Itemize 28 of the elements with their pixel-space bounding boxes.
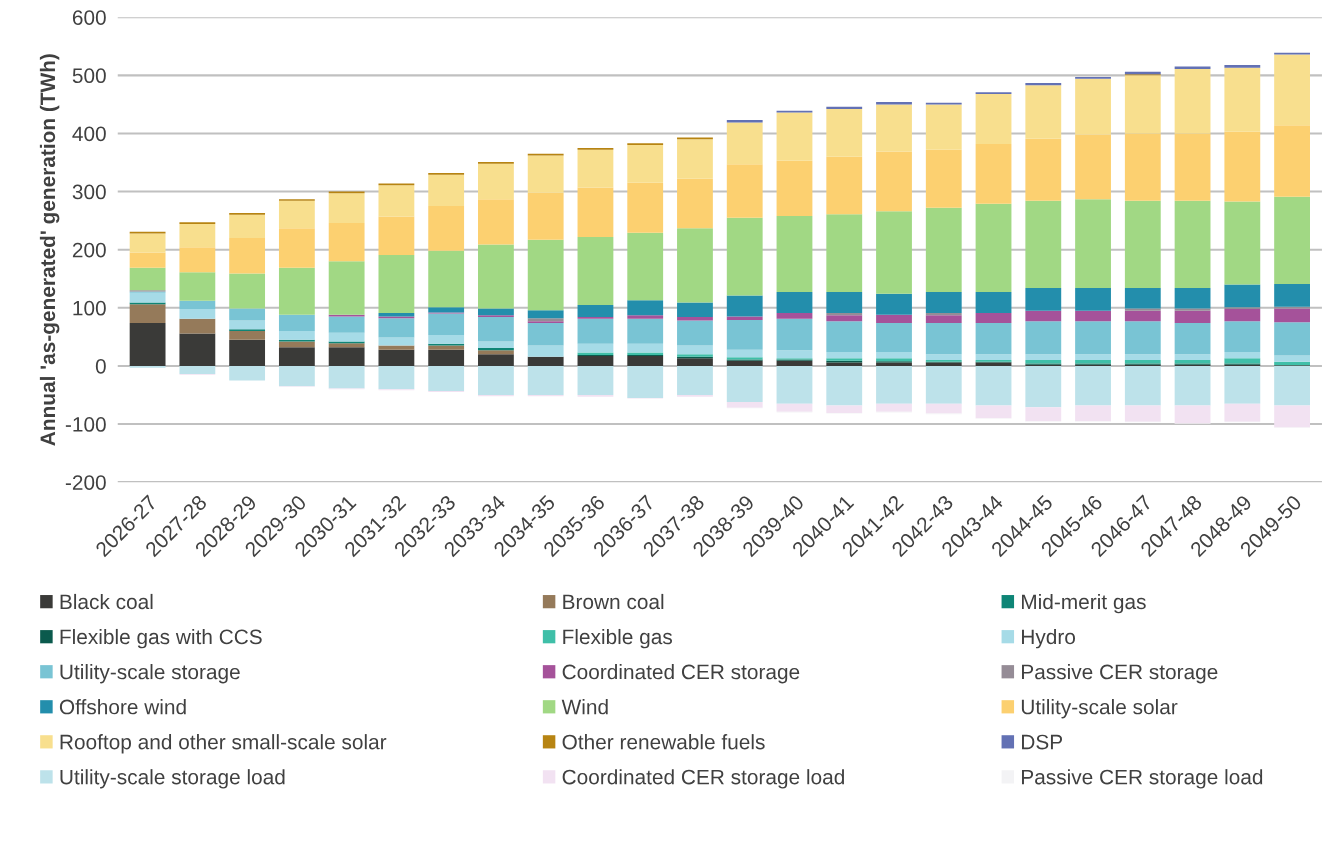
y-tick-label: 0: [95, 358, 106, 374]
y-tick-label: 300: [72, 184, 106, 200]
legend-label: Flexible gas: [563, 628, 673, 649]
legend-label: Hydro: [1022, 628, 1076, 649]
y-axis-title: Annual 'as-generated' generation (TWh): [39, 54, 60, 446]
legend-label: Brown coal: [563, 593, 664, 610]
legend-label: Mid-merit gas: [1022, 593, 1146, 614]
legend-label: Black coal: [60, 593, 153, 610]
legend-label: Wind: [561, 699, 608, 715]
legend-label: Coordinated CER storage: [562, 663, 800, 684]
legend-label: Rooftop and other small-scale solar: [60, 734, 387, 754]
legend-label: Flexible gas with CCS: [60, 628, 262, 649]
legend-label: Passive CER storage load: [1022, 769, 1263, 789]
legend-label: Other renewable fuels: [562, 734, 765, 750]
legend-label: Utility-scale solar: [1021, 699, 1178, 719]
legend-label: Utility-scale storage load: [60, 769, 285, 789]
y-tick-label: 100: [73, 300, 106, 316]
legend-label: Coordinated CER storage load: [562, 769, 844, 789]
y-tick-label: 600: [72, 10, 106, 25]
y-tick-label: -200: [65, 475, 106, 490]
legend-label: Offshore wind: [59, 699, 186, 715]
y-tick-label: 500: [72, 68, 106, 84]
legend-label: Utility-scale storage: [60, 663, 240, 684]
y-tick-label: 400: [72, 126, 106, 142]
y-tick-label: 200: [72, 242, 106, 258]
y-tick-label: -100: [65, 417, 106, 432]
legend-label: DSP: [1022, 734, 1063, 750]
legend-label: Passive CER storage: [1022, 663, 1218, 684]
